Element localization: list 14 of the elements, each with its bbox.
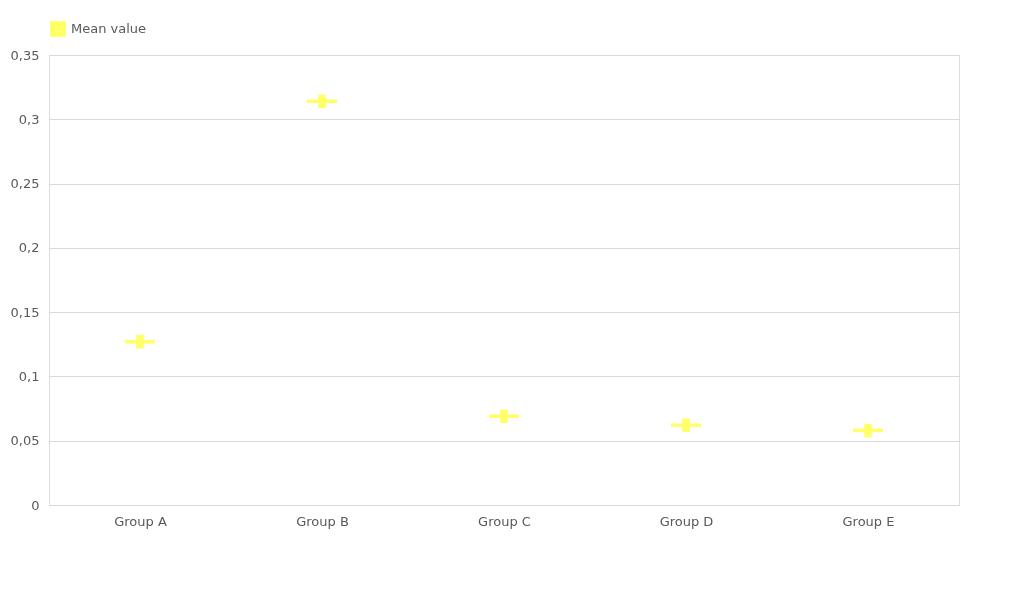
y-tick-label: 0,25 <box>10 176 40 192</box>
x-tick-label: Group C <box>478 513 531 529</box>
legend-label: Mean value <box>71 21 147 36</box>
x-tick-label: Group D <box>659 513 714 529</box>
y-tick-label: 0,35 <box>10 47 40 63</box>
y-tick-label: 0,3 <box>18 111 40 127</box>
x-tick-label: Group B <box>296 513 349 529</box>
y-tick-label: 0,1 <box>18 368 40 384</box>
x-tick-label: Group E <box>842 513 895 529</box>
y-tick-label: 0,2 <box>18 240 40 256</box>
x-tick-label: Group A <box>114 513 167 529</box>
y-tick-label: 0,05 <box>10 433 40 449</box>
y-tick-label: 0,15 <box>10 304 40 320</box>
y-tick-label: 0 <box>31 497 40 513</box>
